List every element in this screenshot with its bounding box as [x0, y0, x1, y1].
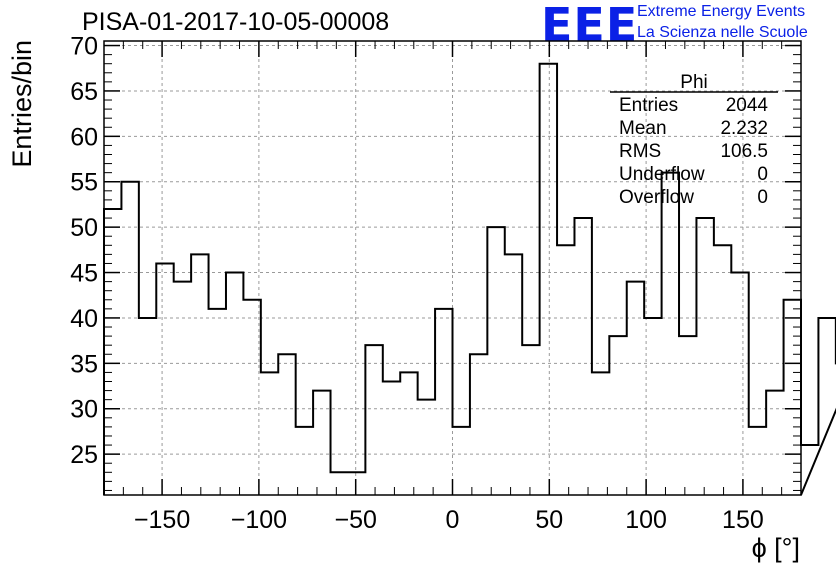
- stats-value: 2044: [726, 95, 769, 116]
- stats-title: Phi: [680, 72, 707, 93]
- x-tick-labels: −150 −100 −50 0 50 100 150: [134, 506, 764, 534]
- stats-value: 106.5: [720, 141, 768, 162]
- x-axis-title: ϕ [°]: [752, 533, 800, 563]
- y-tick-label: 30: [70, 396, 98, 424]
- y-tick-label: 40: [70, 305, 98, 333]
- y-tick-labels: 25 30 35 40 45 50 55 60 65 70: [70, 33, 98, 470]
- stats-label: Entries: [619, 95, 678, 116]
- x-tick-label: 150: [722, 506, 764, 534]
- logo-line-1: Extreme Energy Events: [637, 3, 806, 20]
- x-tick-label: 100: [625, 506, 667, 534]
- stats-label: Underflow: [619, 164, 705, 185]
- stats-value: 0: [757, 187, 768, 208]
- stats-box: Phi Entries 2044 Mean 2.232 RMS 106.5 Underflo…: [610, 72, 778, 208]
- chart-title: PISA-01-2017-10-05-00008: [82, 8, 390, 36]
- major-ticks: [104, 41, 801, 495]
- x-tick-label: 0: [446, 506, 460, 534]
- y-tick-label: 55: [70, 169, 98, 197]
- logo-line-2: La Scienza nelle Scuole: [637, 24, 808, 41]
- y-tick-label: 35: [70, 350, 98, 378]
- stats-value: 2.232: [720, 118, 768, 139]
- x-tick-label: −50: [334, 506, 376, 534]
- x-tick-label: −100: [231, 506, 287, 534]
- x-tick-label: 50: [535, 506, 563, 534]
- stats-label: RMS: [619, 141, 661, 162]
- x-tick-label: −150: [134, 506, 190, 534]
- y-tick-label: 60: [70, 123, 98, 151]
- stats-label: Mean: [619, 118, 667, 139]
- y-tick-label: 70: [70, 33, 98, 61]
- y-tick-label: 25: [70, 441, 98, 469]
- stats-value: 0: [757, 164, 768, 185]
- stats-label: Overflow: [619, 187, 694, 208]
- minor-ticks: [103, 41, 802, 495]
- y-tick-label: 50: [70, 214, 98, 242]
- y-tick-label: 65: [70, 78, 98, 106]
- y-axis-title: Entries/bin: [7, 40, 37, 168]
- y-tick-label: 45: [70, 260, 98, 288]
- eee-logo: EEE: [541, 0, 639, 52]
